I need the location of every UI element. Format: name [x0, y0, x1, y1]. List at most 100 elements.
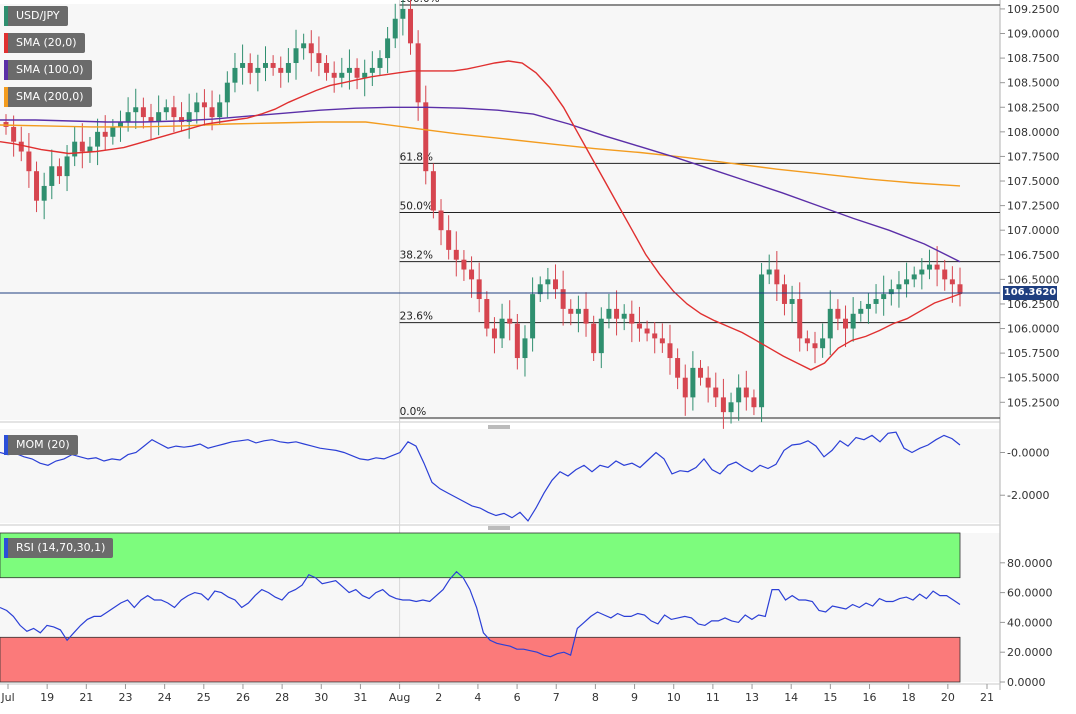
y-tick-label: 106.2500: [1007, 298, 1060, 311]
candle-body: [682, 377, 688, 398]
x-tick-label: 11: [706, 691, 720, 704]
candle-body: [217, 102, 223, 118]
legend-rsi[interactable]: RSI (14,70,30,1): [4, 538, 114, 558]
candle-body: [904, 279, 910, 285]
x-tick-label: 23: [118, 691, 132, 704]
y-tick-label: 109.2500: [1007, 3, 1060, 16]
x-tick-label: 18: [902, 691, 916, 704]
candle-body: [201, 102, 207, 108]
candle-body: [522, 338, 528, 359]
candle-body: [18, 141, 24, 152]
candle-body: [583, 308, 589, 324]
fib-level-label: 50.0%: [400, 200, 433, 212]
candle-body: [644, 328, 650, 334]
candle-body: [957, 284, 963, 294]
legend-rsi-swatch: [4, 538, 8, 558]
candle-body: [713, 387, 719, 398]
candle-body: [232, 67, 238, 83]
candle-body: [339, 72, 345, 78]
candle-body: [362, 72, 368, 78]
legend-sma100-label: SMA (100,0): [16, 63, 84, 76]
x-tick-label: 28: [275, 691, 289, 704]
legend-sma200[interactable]: SMA (200,0): [4, 87, 92, 107]
candle-body: [743, 387, 749, 398]
legend-sma20[interactable]: SMA (20,0): [4, 33, 85, 53]
candle-body: [568, 308, 574, 314]
legend-sma100-swatch: [4, 60, 8, 80]
candle-body: [34, 171, 40, 201]
candle-body: [728, 402, 734, 413]
x-tick-label: 19: [40, 691, 54, 704]
x-tick-label: 10: [667, 691, 681, 704]
candle-body: [896, 284, 902, 290]
candle-body: [843, 318, 849, 329]
candle-body: [560, 289, 566, 309]
candle-body: [919, 269, 925, 275]
y-tick-label: 105.2500: [1007, 396, 1060, 409]
momentum-y-tick-label: -0.0000: [1007, 447, 1049, 460]
legend-pair[interactable]: USD/JPY: [4, 6, 68, 26]
candle-body: [850, 313, 856, 329]
candle-body: [705, 377, 711, 388]
rsi-y-tick-label: 0.0000: [1007, 676, 1046, 689]
candle-body: [476, 279, 482, 300]
candle-body: [789, 299, 795, 304]
rsi-y-tick-label: 20.0000: [1007, 646, 1053, 659]
legend-sma20-swatch: [4, 33, 8, 53]
y-tick-label: 107.7500: [1007, 150, 1060, 163]
legend-rsi-label: RSI (14,70,30,1): [16, 541, 106, 554]
x-tick-label: 26: [236, 691, 250, 704]
candle-body: [354, 67, 360, 78]
candle-body: [614, 308, 620, 319]
x-tick-label: 14: [784, 691, 798, 704]
candle-body: [255, 67, 261, 73]
candle-body: [186, 112, 192, 123]
sma20-line: [0, 60, 963, 371]
x-tick-label: 30: [314, 691, 328, 704]
x-tick-label: 6: [514, 691, 521, 704]
candle-body: [262, 63, 268, 68]
candle-body: [698, 367, 704, 378]
candle-body: [530, 294, 536, 339]
rsi-oversold-zone: [0, 636, 961, 683]
candle-body: [385, 38, 391, 59]
candle-body: [774, 269, 780, 285]
candle-body: [377, 58, 383, 68]
legend-momentum[interactable]: MOM (20): [4, 435, 78, 455]
candle-body: [369, 67, 375, 73]
legend-sma20-label: SMA (20,0): [16, 36, 77, 49]
candle-body: [270, 63, 276, 68]
candle-body: [888, 289, 894, 295]
x-tick-label: 16: [863, 691, 877, 704]
candle-body: [285, 63, 291, 73]
candle-body: [720, 397, 726, 413]
last-price-badge: 106.3620: [1003, 285, 1057, 300]
candle-body: [629, 313, 635, 324]
candle-body: [606, 308, 612, 319]
candle-body: [148, 117, 154, 123]
candle-body: [942, 269, 948, 280]
legend-sma100[interactable]: SMA (100,0): [4, 60, 92, 80]
y-tick-label: 107.2500: [1007, 200, 1060, 213]
candle-body: [667, 343, 673, 359]
candle-body: [423, 102, 429, 172]
candle-body: [621, 313, 627, 319]
candle-body: [553, 279, 559, 290]
candle-body: [438, 210, 444, 231]
candle-body: [171, 107, 177, 118]
candle-body: [491, 328, 497, 339]
candle-body: [873, 299, 879, 304]
candle-body: [736, 387, 742, 403]
y-tick-label: 109.0000: [1007, 28, 1060, 41]
x-tick-label: 9: [631, 691, 638, 704]
candle-body: [72, 141, 78, 157]
y-tick-label: 107.5000: [1007, 175, 1060, 188]
candle-body: [331, 72, 337, 78]
candle-body: [797, 299, 803, 339]
candle-body: [575, 308, 581, 314]
candle-body: [934, 264, 940, 270]
candle-body: [278, 67, 284, 73]
x-tick-label: 24: [158, 691, 172, 704]
candle-body: [759, 274, 765, 408]
